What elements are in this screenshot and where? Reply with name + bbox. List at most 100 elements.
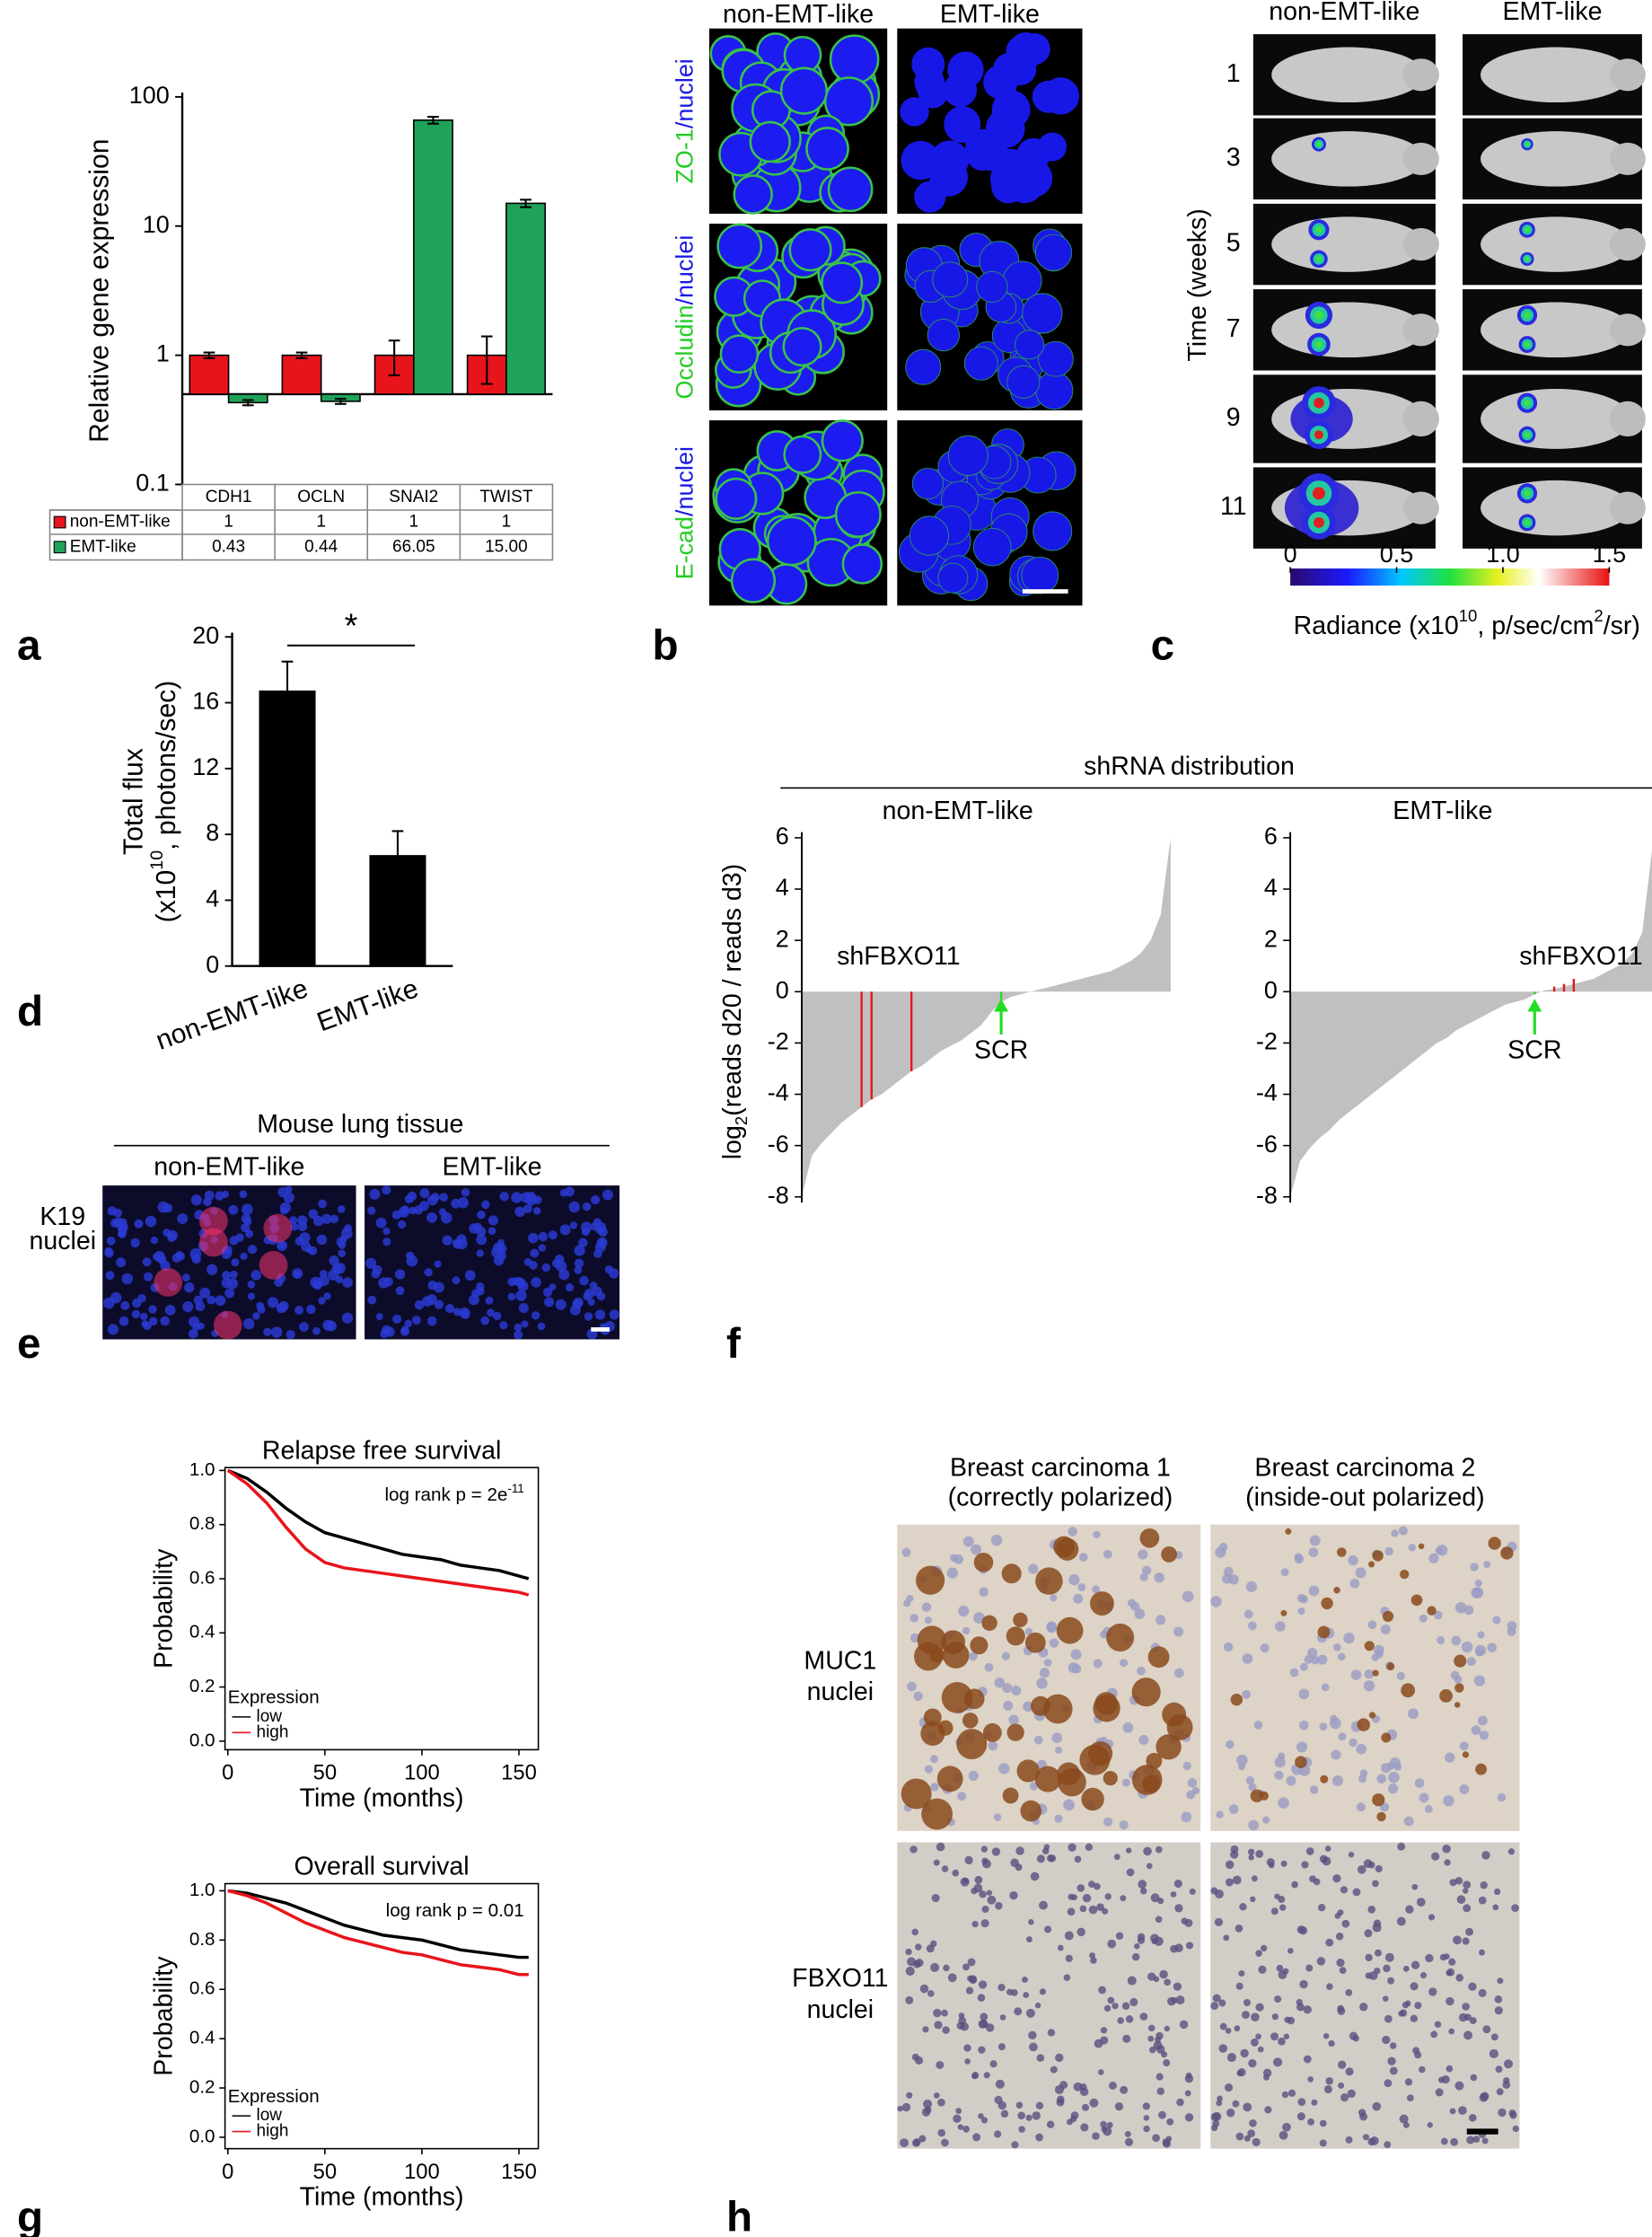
nucleus xyxy=(1296,1741,1308,1753)
muc1-signal xyxy=(1317,1625,1331,1639)
nucleus xyxy=(1158,2110,1166,2119)
nucleus xyxy=(999,2014,1006,2021)
nucleus xyxy=(981,1857,989,1864)
k19-signal xyxy=(199,1228,228,1257)
nucleus xyxy=(978,2113,984,2119)
nucleus xyxy=(1331,1775,1343,1786)
nucleus xyxy=(1043,1844,1050,1850)
nucleus xyxy=(933,2092,940,2099)
nucleus xyxy=(1126,1868,1135,1877)
text-part: /nuclei xyxy=(672,58,699,128)
nucleus xyxy=(378,1277,390,1289)
signal xyxy=(1525,227,1530,233)
muc1-signal xyxy=(1357,1718,1371,1731)
nucleus xyxy=(1410,1960,1420,1969)
y-tick-label: 2 xyxy=(1264,925,1278,952)
nucleus xyxy=(271,1326,283,1338)
nucleus xyxy=(325,1320,337,1332)
signal xyxy=(1524,489,1531,497)
chart-title: Relapse free survival xyxy=(262,1436,502,1465)
nucleus xyxy=(537,1322,546,1331)
nucleus xyxy=(1104,1893,1112,1900)
nucleus xyxy=(989,2060,997,2068)
nucleus xyxy=(367,1295,377,1305)
nucleus xyxy=(1008,1714,1019,1726)
nucleus xyxy=(485,1296,494,1305)
nucleus xyxy=(933,2008,942,2018)
nucleus xyxy=(1260,1643,1270,1653)
y-tick-label: 12 xyxy=(192,753,219,780)
muc1-signal xyxy=(1006,1626,1025,1646)
nucleus xyxy=(602,1189,613,1201)
nucleus xyxy=(1092,1585,1101,1594)
panel-letter: d xyxy=(17,988,43,1035)
nucleus xyxy=(1388,1771,1400,1783)
nucleus xyxy=(1373,1919,1382,1928)
nucleus xyxy=(1247,2129,1256,2138)
nucleus xyxy=(1298,1926,1308,1935)
nucleus xyxy=(1283,2033,1290,2040)
nucleus xyxy=(1494,1995,1503,2004)
muc1-signal xyxy=(1368,1712,1376,1719)
data-label: 15.00 xyxy=(485,537,528,556)
nucleus xyxy=(1079,2083,1087,2092)
nucleus xyxy=(242,1203,253,1215)
nucleus xyxy=(297,1221,308,1232)
nucleus xyxy=(1357,1865,1366,1874)
nucleus xyxy=(290,1222,299,1231)
nucleus xyxy=(1082,1894,1092,1903)
nucleus xyxy=(1387,1783,1399,1794)
nucleus xyxy=(531,1277,541,1288)
nucleus xyxy=(1093,1659,1103,1669)
nucleus xyxy=(521,1320,529,1328)
nucleus xyxy=(1463,1904,1472,1913)
x-tick-label: 0 xyxy=(222,1761,233,1785)
nucleus xyxy=(1236,2070,1243,2077)
nucleus xyxy=(231,1258,240,1267)
cell xyxy=(783,435,822,474)
muc1-signal xyxy=(1006,1723,1024,1741)
nucleus xyxy=(1137,1933,1146,1942)
nucleus xyxy=(1164,1978,1171,1986)
nucleus xyxy=(947,1973,957,1983)
cell xyxy=(730,558,777,603)
nucleus xyxy=(1147,2024,1156,2032)
nucleus xyxy=(995,2079,1005,2089)
nucleus xyxy=(1139,2012,1148,2021)
nucleus xyxy=(1456,1895,1466,1904)
significance-label: * xyxy=(345,608,358,646)
legend-label: high xyxy=(257,1722,289,1741)
nucleus xyxy=(1047,2029,1056,2037)
nucleus xyxy=(1226,2053,1236,2063)
nucleus xyxy=(574,1245,585,1256)
stain-label: nuclei xyxy=(807,1995,874,2024)
nucleus xyxy=(1235,1924,1243,1933)
x-tick-label: 50 xyxy=(313,1761,337,1785)
y-tick-label: -4 xyxy=(768,1079,789,1106)
nucleus xyxy=(1402,2121,1410,2128)
nucleus xyxy=(1494,2006,1503,2015)
nucleus xyxy=(542,1287,553,1298)
nucleus xyxy=(1073,2082,1083,2092)
bar xyxy=(281,354,322,395)
nucleus xyxy=(1223,1934,1230,1942)
nucleus xyxy=(1372,2101,1382,2111)
nucleus xyxy=(1216,1810,1224,1819)
nucleus xyxy=(1056,2095,1065,2104)
data-label: 0.43 xyxy=(212,537,245,556)
y-tick-label: -6 xyxy=(1256,1131,1278,1158)
nucleus xyxy=(289,1216,298,1225)
nucleus xyxy=(1356,1802,1366,1812)
nucleus xyxy=(1174,1904,1183,1913)
cell xyxy=(1021,556,1059,594)
nucleus xyxy=(1321,1683,1330,1692)
row-label: E-cad/nuclei xyxy=(672,446,699,579)
nucleus xyxy=(1367,2137,1375,2146)
nucleus xyxy=(1248,1848,1255,1855)
nucleus xyxy=(924,1765,934,1774)
nucleus xyxy=(1445,1752,1455,1763)
nucleus xyxy=(1127,1598,1137,1607)
nucleus xyxy=(994,1678,1006,1688)
nucleus xyxy=(1170,1891,1177,1898)
text-part: log xyxy=(717,1125,746,1159)
